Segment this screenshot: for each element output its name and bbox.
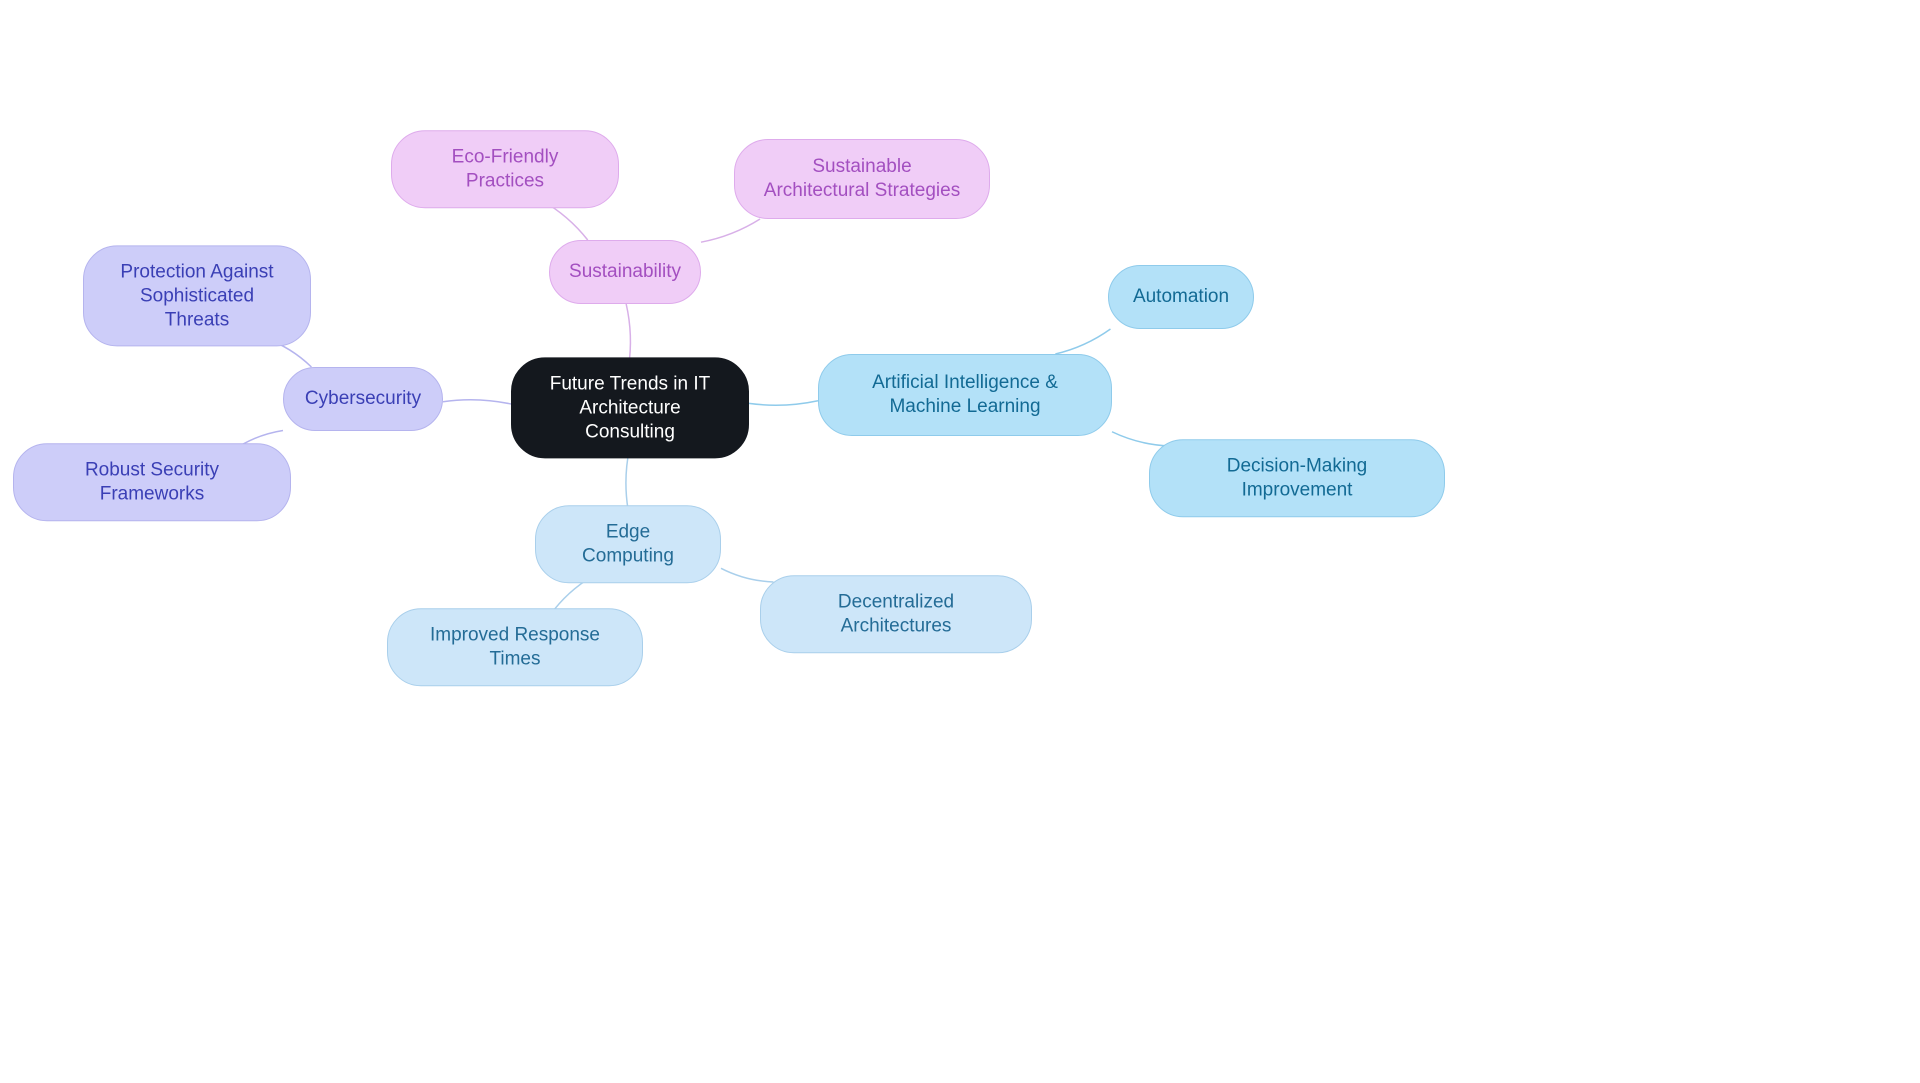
edge	[443, 400, 511, 404]
mindmap-node-auto: Automation	[1108, 265, 1254, 329]
mindmap-node-ai: Artificial Intelligence & Machine Learni…	[818, 354, 1112, 436]
mindmap-node-sustain: Sustainability	[549, 240, 701, 304]
mindmap-node-dmi: Decision-Making Improvement	[1149, 439, 1445, 517]
mindmap-node-sas: Sustainable Architectural Strategies	[734, 139, 990, 219]
mindmap-node-eco: Eco-Friendly Practices	[391, 130, 619, 208]
mindmap-node-edge: Edge Computing	[535, 505, 721, 583]
mindmap-node-cyber: Cybersecurity	[283, 367, 443, 431]
edge	[1055, 329, 1110, 354]
edge	[626, 449, 629, 512]
edge	[721, 568, 773, 582]
mindmap-node-da: Decentralized Architectures	[760, 575, 1032, 653]
mindmap-node-irt: Improved Response Times	[387, 608, 643, 686]
edge	[1112, 432, 1169, 446]
mindmap-node-rsf: Robust Security Frameworks	[13, 443, 291, 521]
mindmap-node-root: Future Trends in IT Architecture Consult…	[511, 357, 749, 458]
edge	[749, 401, 818, 405]
edge	[701, 219, 760, 242]
mindmap-node-past: Protection Against Sophisticated Threats	[83, 245, 311, 346]
